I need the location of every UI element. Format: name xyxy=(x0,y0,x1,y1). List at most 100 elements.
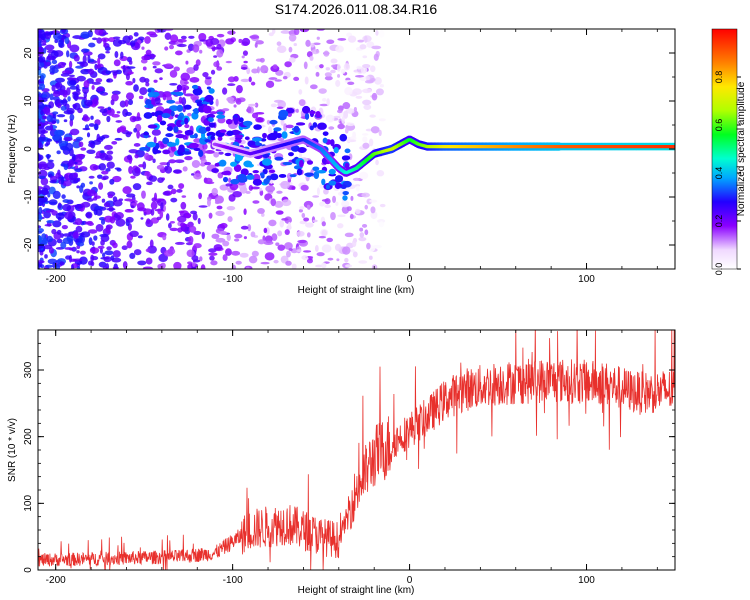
speckle xyxy=(128,149,139,154)
speckle-core xyxy=(312,166,320,172)
speckle xyxy=(225,183,233,187)
speckle xyxy=(127,71,134,75)
speckle xyxy=(193,64,199,71)
speckle xyxy=(239,252,249,258)
speckle xyxy=(41,187,49,196)
speckle xyxy=(44,143,49,147)
speckle xyxy=(215,210,225,217)
speckle xyxy=(152,61,161,66)
speckle xyxy=(170,197,178,203)
speckle xyxy=(74,218,83,226)
speckle xyxy=(284,61,292,68)
speckle xyxy=(275,242,280,246)
speckle xyxy=(341,116,345,124)
speckle xyxy=(152,65,157,69)
y-tick-label: 10 xyxy=(23,95,34,107)
speckle xyxy=(138,164,145,168)
speckle xyxy=(38,161,48,170)
speckle xyxy=(133,143,141,147)
speckle xyxy=(337,214,346,218)
speckle xyxy=(51,55,55,61)
speckle xyxy=(104,250,114,256)
snr-axes: -200 -100 0 100 0 100 200 300 xyxy=(23,330,675,586)
speckle xyxy=(238,38,243,44)
speckle xyxy=(373,53,379,61)
y-tick-label: 200 xyxy=(23,428,34,445)
speckle xyxy=(337,123,345,130)
speckle xyxy=(204,76,212,80)
speckle xyxy=(168,222,172,229)
speckle-core xyxy=(182,151,192,155)
speckle xyxy=(296,230,305,237)
speckle-core xyxy=(322,131,329,136)
speckle xyxy=(112,250,121,258)
speckle xyxy=(164,32,172,40)
speckle xyxy=(198,32,207,42)
speckle xyxy=(255,40,264,45)
speckle xyxy=(181,97,187,106)
speckle-core xyxy=(313,171,320,179)
speckle xyxy=(328,126,335,130)
speckle xyxy=(219,222,228,229)
speckle xyxy=(69,44,80,53)
speckle xyxy=(162,234,167,241)
speckle xyxy=(319,103,329,107)
speckle xyxy=(213,244,223,251)
speckle-core xyxy=(169,105,179,112)
speckle xyxy=(324,204,331,209)
speckle-core xyxy=(268,169,276,173)
speckle-core xyxy=(230,161,237,167)
speckle xyxy=(126,240,133,249)
speckle xyxy=(235,98,242,105)
speckle xyxy=(296,249,302,252)
speckle xyxy=(95,209,103,216)
speckle-core xyxy=(222,176,229,183)
speckle xyxy=(84,221,89,225)
speckle xyxy=(137,260,147,266)
speckle xyxy=(268,77,278,80)
speckle xyxy=(104,144,113,150)
speckle xyxy=(188,235,194,245)
speckle xyxy=(95,78,103,83)
speckle xyxy=(259,189,264,196)
speckle xyxy=(349,213,354,220)
speckle xyxy=(280,30,291,34)
speckle xyxy=(240,67,248,70)
speckle xyxy=(255,116,264,123)
speckle xyxy=(102,252,106,258)
speckle-core xyxy=(156,114,163,123)
speckle xyxy=(251,112,259,119)
speckle xyxy=(100,150,105,154)
speckle xyxy=(41,103,45,110)
speckle xyxy=(359,232,365,238)
speckle xyxy=(331,64,337,68)
speckle-core xyxy=(193,108,200,115)
speckle xyxy=(251,68,259,74)
speckle xyxy=(122,186,132,195)
speckle xyxy=(316,36,320,40)
speckle xyxy=(44,44,55,51)
speckle xyxy=(263,227,268,234)
speckle xyxy=(201,231,205,240)
speckle-core xyxy=(166,126,173,132)
speckle xyxy=(91,241,95,246)
speckle-core xyxy=(230,178,240,185)
speckle xyxy=(106,246,112,251)
speckle xyxy=(285,260,292,266)
speckle xyxy=(90,115,94,120)
speckle xyxy=(99,247,103,254)
speckle xyxy=(146,218,151,225)
speckle xyxy=(208,212,213,219)
speckle xyxy=(73,54,80,62)
speckle xyxy=(97,53,106,60)
speckle xyxy=(153,136,157,144)
speckle xyxy=(284,229,290,235)
speckle xyxy=(213,61,220,68)
speckle-core xyxy=(221,171,232,176)
speckle xyxy=(298,89,303,95)
speckle xyxy=(226,234,231,242)
speckle xyxy=(311,49,320,55)
x-tick-label: 0 xyxy=(407,575,413,586)
speckle xyxy=(209,111,218,115)
y-tick-label: 20 xyxy=(23,47,34,59)
